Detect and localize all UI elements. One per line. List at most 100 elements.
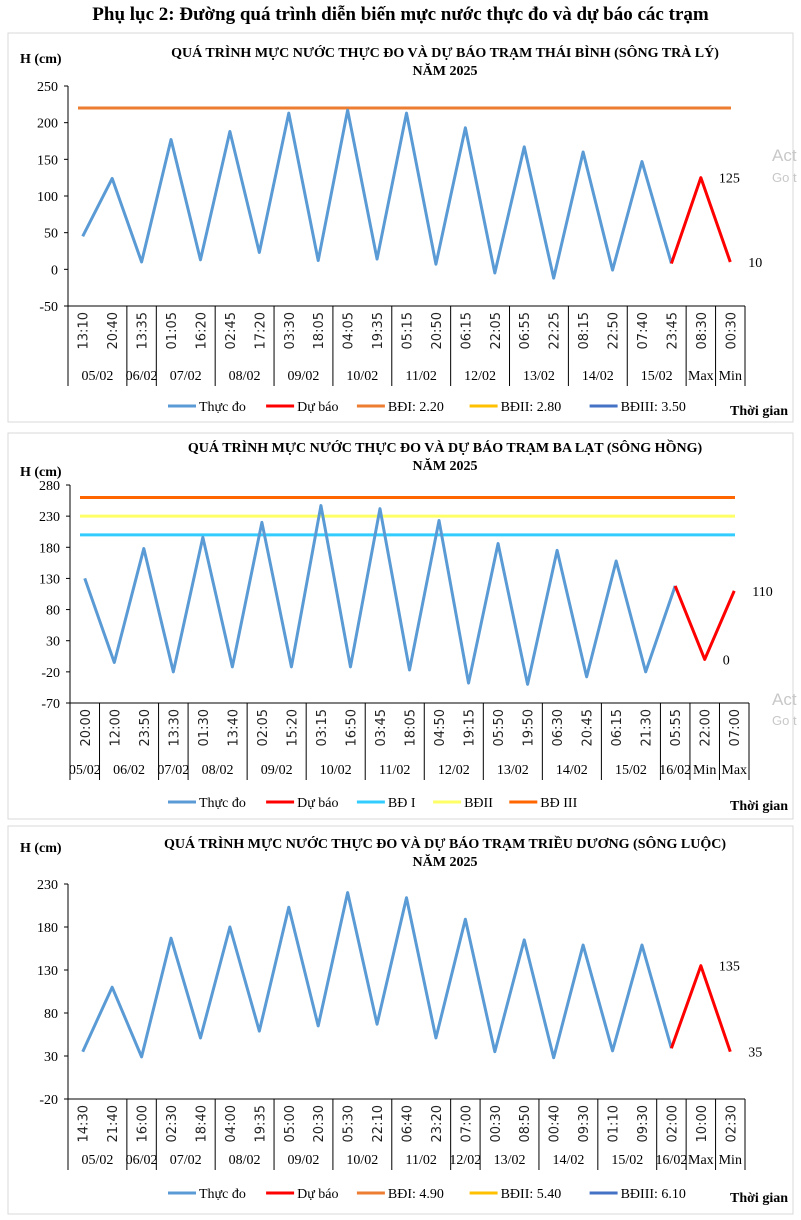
y-tick-label: -20 <box>41 666 60 681</box>
x-tick-label: 22:50 <box>607 312 622 349</box>
x-tick-label: 08:15 <box>577 312 592 349</box>
date-group-label: 07/02 <box>170 1153 202 1168</box>
y-tick-label: 200 <box>37 117 58 132</box>
date-group-label: 06/02 <box>126 369 158 384</box>
x-tick-label: 22:00 <box>699 709 714 746</box>
y-tick-label: 80 <box>44 1007 58 1022</box>
data-label: 0 <box>723 653 730 668</box>
date-group-label: 13/02 <box>523 369 555 384</box>
date-group-label: 14/02 <box>556 763 588 778</box>
date-group-label: 11/02 <box>379 763 410 778</box>
x-tick-label: 18:05 <box>404 709 419 746</box>
date-group-label: 10/02 <box>346 1153 378 1168</box>
x-tick-label: 16:00 <box>136 1105 151 1142</box>
x-tick-label: 01:30 <box>197 709 212 746</box>
x-tick-label: 19:35 <box>253 1105 268 1142</box>
legend-label: BĐI: 4.90 <box>388 1187 444 1202</box>
y-tick-label: 130 <box>39 572 60 587</box>
x-tick-label: 02:45 <box>224 312 239 349</box>
chart-title: QUÁ TRÌNH MỰC NƯỚC THỰC ĐO VÀ DỰ BÁO TRẠ… <box>171 44 719 61</box>
x-tick-label: 04:05 <box>342 312 357 349</box>
x-tick-label: 13:35 <box>136 312 151 349</box>
x-tick-label: 17:20 <box>253 312 268 349</box>
date-group-label: 16/02 <box>655 1153 687 1168</box>
x-tick-label: 12:00 <box>108 709 123 746</box>
x-tick-label: 05:00 <box>283 1105 298 1142</box>
data-label: 135 <box>719 960 740 975</box>
x-tick-label: 23:50 <box>138 709 153 746</box>
y-tick-label: 30 <box>44 1050 58 1065</box>
x-tick-label: 05:30 <box>342 1105 357 1142</box>
y-tick-label: 100 <box>37 190 58 205</box>
legend-label: Dự báo <box>297 796 338 811</box>
page-title: Phụ lục 2: Đường quá trình diễn biến mực… <box>92 4 709 25</box>
date-group-label: Min <box>693 763 716 778</box>
date-group-label: 05/02 <box>69 763 101 778</box>
date-group-label: 11/02 <box>406 369 437 384</box>
x-tick-label: 06:55 <box>518 312 533 349</box>
y-tick-label: 230 <box>37 878 58 893</box>
legend-label: BĐII <box>464 796 493 811</box>
x-tick-label: 09:30 <box>577 1105 592 1142</box>
date-group-label: 05/02 <box>81 369 113 384</box>
chart-frame <box>7 32 794 423</box>
watermark-line1: Act <box>772 146 797 165</box>
x-tick-label: 07:00 <box>728 709 743 746</box>
legend-label: BĐ I <box>388 796 416 811</box>
date-group-label: 16/02 <box>659 763 691 778</box>
legend-label: BĐ III <box>540 796 577 811</box>
x-tick-label: 20:40 <box>106 312 121 349</box>
date-group-label: 12/02 <box>438 763 470 778</box>
x-tick-label: 23:20 <box>430 1105 445 1142</box>
x-tick-label: 01:10 <box>607 1105 622 1142</box>
date-group-label: 06/02 <box>126 1153 158 1168</box>
date-group-label: 10/02 <box>346 369 378 384</box>
date-group-label: 09/02 <box>288 1153 320 1168</box>
y-tick-label: 280 <box>39 479 60 494</box>
x-tick-label: 07:40 <box>636 312 651 349</box>
x-tick-label: 05:55 <box>669 709 684 746</box>
legend-label: BĐII: 2.80 <box>501 400 562 415</box>
date-group-label: Min <box>719 1153 742 1168</box>
x-axis-label: Thời gian <box>730 404 788 419</box>
date-group-label: 14/02 <box>552 1153 584 1168</box>
x-tick-label: 02:05 <box>256 709 271 746</box>
date-group-label: Max <box>688 1153 714 1168</box>
y-tick-label: 50 <box>44 227 58 242</box>
x-tick-label: 02:00 <box>665 1105 680 1142</box>
date-group-label: 11/02 <box>406 1153 437 1168</box>
legend-label: Dự báo <box>297 400 338 415</box>
x-tick-label: 00:30 <box>489 1105 504 1142</box>
y-tick-label: -70 <box>41 697 60 712</box>
x-tick-label: 21:30 <box>640 709 655 746</box>
x-tick-label: 08:30 <box>695 312 710 349</box>
x-tick-label: 05:15 <box>401 312 416 349</box>
y-tick-label: 0 <box>51 263 58 278</box>
date-group-label: 07/02 <box>170 369 202 384</box>
x-tick-label: 10:00 <box>695 1105 710 1142</box>
y-tick-label: 80 <box>46 604 60 619</box>
x-tick-label: 19:50 <box>522 709 537 746</box>
data-label: 35 <box>748 1046 762 1061</box>
date-group-label: Max <box>688 369 714 384</box>
x-tick-label: 03:15 <box>315 709 330 746</box>
watermark-line1-b: Act <box>772 690 797 709</box>
watermark-line2: Go t <box>772 170 797 185</box>
data-label: 110 <box>752 585 772 600</box>
y-axis-label: H (cm) <box>20 52 62 67</box>
legend-label: BĐIII: 6.10 <box>621 1187 686 1202</box>
legend-label: BĐI: 2.20 <box>388 400 444 415</box>
x-tick-label: 04:50 <box>433 709 448 746</box>
date-group-label: 06/02 <box>113 763 145 778</box>
x-tick-label: 13:10 <box>77 312 92 349</box>
x-tick-label: 06:30 <box>551 709 566 746</box>
date-group-label: 05/02 <box>81 1153 113 1168</box>
legend-label: Thực đo <box>199 796 246 811</box>
x-tick-label: 21:40 <box>106 1105 121 1142</box>
y-axis-label: H (cm) <box>20 465 62 480</box>
x-tick-label: 04:00 <box>224 1105 239 1142</box>
date-group-label: 08/02 <box>229 1153 261 1168</box>
x-tick-label: 22:25 <box>548 312 563 349</box>
date-group-label: 09/02 <box>261 763 293 778</box>
date-group-label: 08/02 <box>202 763 234 778</box>
